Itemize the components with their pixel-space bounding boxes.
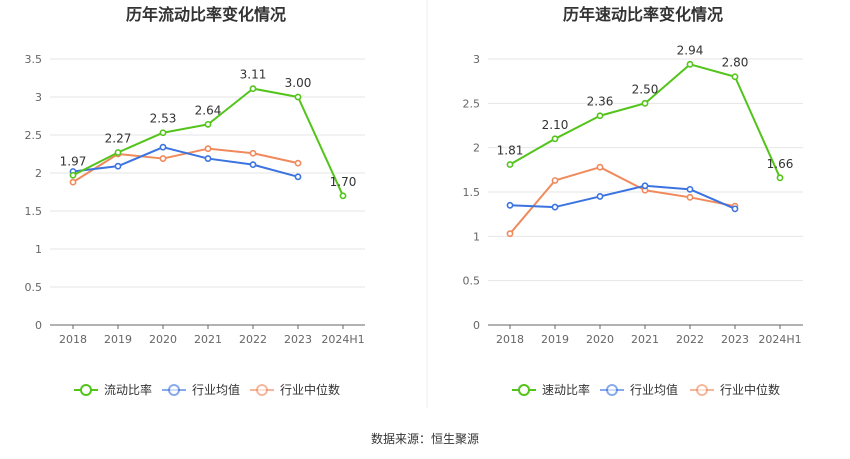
chart1-data-label: 2.27	[105, 131, 132, 145]
chart1-y-tick-label: 3.5	[25, 53, 43, 66]
chart2-legend-label-avg: 行业均值	[630, 382, 678, 397]
chart2-legend-label-main: 速动比率	[542, 382, 590, 397]
chart1-point-avg	[204, 155, 212, 162]
chart2-point-avg	[686, 185, 694, 193]
chart1-y-tick-label: 2	[35, 167, 42, 180]
chart2-point-median	[686, 193, 694, 201]
chart1-point-main	[159, 129, 167, 137]
chart2-x-tick-label: 2022	[676, 333, 704, 346]
chart2-data-label: 2.94	[677, 43, 704, 57]
chart2-data-label: 2.80	[722, 56, 749, 70]
chart2-point-avg	[596, 193, 604, 200]
chart1-legend-marker-median	[256, 384, 268, 396]
chart2-point-main	[776, 174, 784, 182]
chart2-y-tick-label: 2.5	[463, 97, 481, 110]
chart1-point-main	[294, 93, 302, 101]
chart1-point-main	[339, 192, 347, 200]
chart2-data-label: 2.36	[587, 95, 614, 109]
chart1-data-label: 2.53	[150, 112, 177, 126]
chart2-data-label: 1.66	[767, 157, 794, 171]
chart1-point-median	[204, 145, 212, 153]
chart2-legend-marker-avg	[606, 384, 618, 396]
chart1-point-avg	[294, 173, 302, 181]
chart2-point-avg	[731, 205, 739, 213]
chart1-point-median	[294, 159, 302, 167]
chart2-x-tick-label: 2021	[631, 333, 659, 346]
chart2-point-median	[551, 177, 559, 184]
source-note: 数据来源：恒生聚源	[371, 431, 479, 446]
chart1-x-tick-label: 2019	[104, 333, 132, 346]
chart1-y-tick-label: 2.5	[25, 129, 43, 142]
chart2-point-main	[506, 161, 514, 168]
chart2-point-main	[731, 73, 739, 81]
chart2-series-line-median	[509, 166, 736, 235]
chart1-point-median	[69, 178, 77, 186]
chart1-legend-label-median: 行业中位数	[280, 382, 340, 397]
chart2-point-main	[596, 112, 604, 120]
chart2-x-tick-label: 2024H1	[758, 333, 801, 346]
chart1-legend-marker-main	[80, 384, 92, 396]
chart1-x-tick-label: 2021	[194, 333, 222, 346]
chart1-legend-label-avg: 行业均值	[192, 382, 240, 397]
chart1-point-avg	[249, 161, 257, 169]
chart2-y-tick-label: 1.5	[463, 186, 481, 199]
chart2-x-tick-label: 2020	[586, 333, 614, 346]
chart2-legend-marker-main	[518, 384, 530, 396]
chart1-data-label: 2.64	[195, 103, 222, 117]
chart2-data-label: 1.81	[497, 144, 524, 158]
chart1-point-main	[114, 149, 122, 156]
chart1-x-tick-label: 2024H1	[321, 333, 364, 346]
chart2-point-median	[506, 230, 514, 238]
chart2-y-tick-label: 0.5	[463, 275, 481, 288]
chart2-x-tick-label: 2023	[721, 333, 749, 346]
chart1-data-label: 1.70	[330, 175, 357, 189]
chart1-point-main	[204, 120, 212, 128]
chart1-x-tick-label: 2022	[239, 333, 267, 346]
chart2-point-main	[641, 99, 649, 107]
chart1-point-median	[249, 149, 257, 157]
chart2-point-avg	[641, 182, 649, 190]
chart1-series-line-avg	[72, 146, 299, 178]
chart2-y-tick-label: 1	[473, 230, 480, 243]
chart1-data-label: 3.00	[285, 76, 312, 90]
chart2-legend-label-median: 行业中位数	[720, 382, 780, 397]
chart2-y-tick-label: 3	[473, 53, 480, 66]
chart1-legend-label-main: 流动比率	[104, 382, 152, 397]
chart2-data-label: 2.10	[542, 118, 569, 132]
chart2-data-label: 2.50	[632, 82, 659, 96]
chart1-data-label: 1.97	[60, 154, 87, 168]
chart2-y-tick-label: 2	[473, 142, 480, 155]
chart1-x-tick-label: 2020	[149, 333, 177, 346]
chart2-title: 历年速动比率变化情况	[563, 5, 723, 24]
chart2-legend-marker-median	[696, 384, 708, 396]
chart1-point-main	[249, 85, 257, 93]
chart2-series-line-avg	[509, 184, 736, 210]
chart1-point-avg	[159, 143, 167, 151]
chart2-x-tick-label: 2019	[541, 333, 569, 346]
chart1-data-label: 3.11	[240, 68, 267, 82]
chart2-x-tick-label: 2018	[496, 333, 524, 346]
chart2-point-main	[686, 60, 694, 68]
chart2-point-main	[551, 135, 559, 143]
chart2-point-avg	[506, 201, 514, 209]
chart1-point-avg	[114, 162, 122, 170]
chart1-y-tick-label: 0	[35, 319, 42, 332]
chart1-y-tick-label: 1.5	[25, 205, 43, 218]
chart1-y-tick-label: 3	[35, 91, 42, 104]
chart1-y-tick-label: 1	[35, 243, 42, 256]
chart1-y-tick-label: 0.5	[25, 281, 43, 294]
chart1-title: 历年流动比率变化情况	[126, 5, 286, 24]
chart2-point-avg	[551, 203, 559, 211]
chart1-legend-marker-avg	[168, 384, 180, 396]
chart1-x-tick-label: 2023	[284, 333, 312, 346]
chart1-x-tick-label: 2018	[59, 333, 87, 346]
chart2-y-tick-label: 0	[473, 319, 480, 332]
chart1-point-main	[69, 171, 77, 179]
chart2-point-median	[596, 163, 604, 171]
chart1-point-median	[159, 155, 167, 162]
